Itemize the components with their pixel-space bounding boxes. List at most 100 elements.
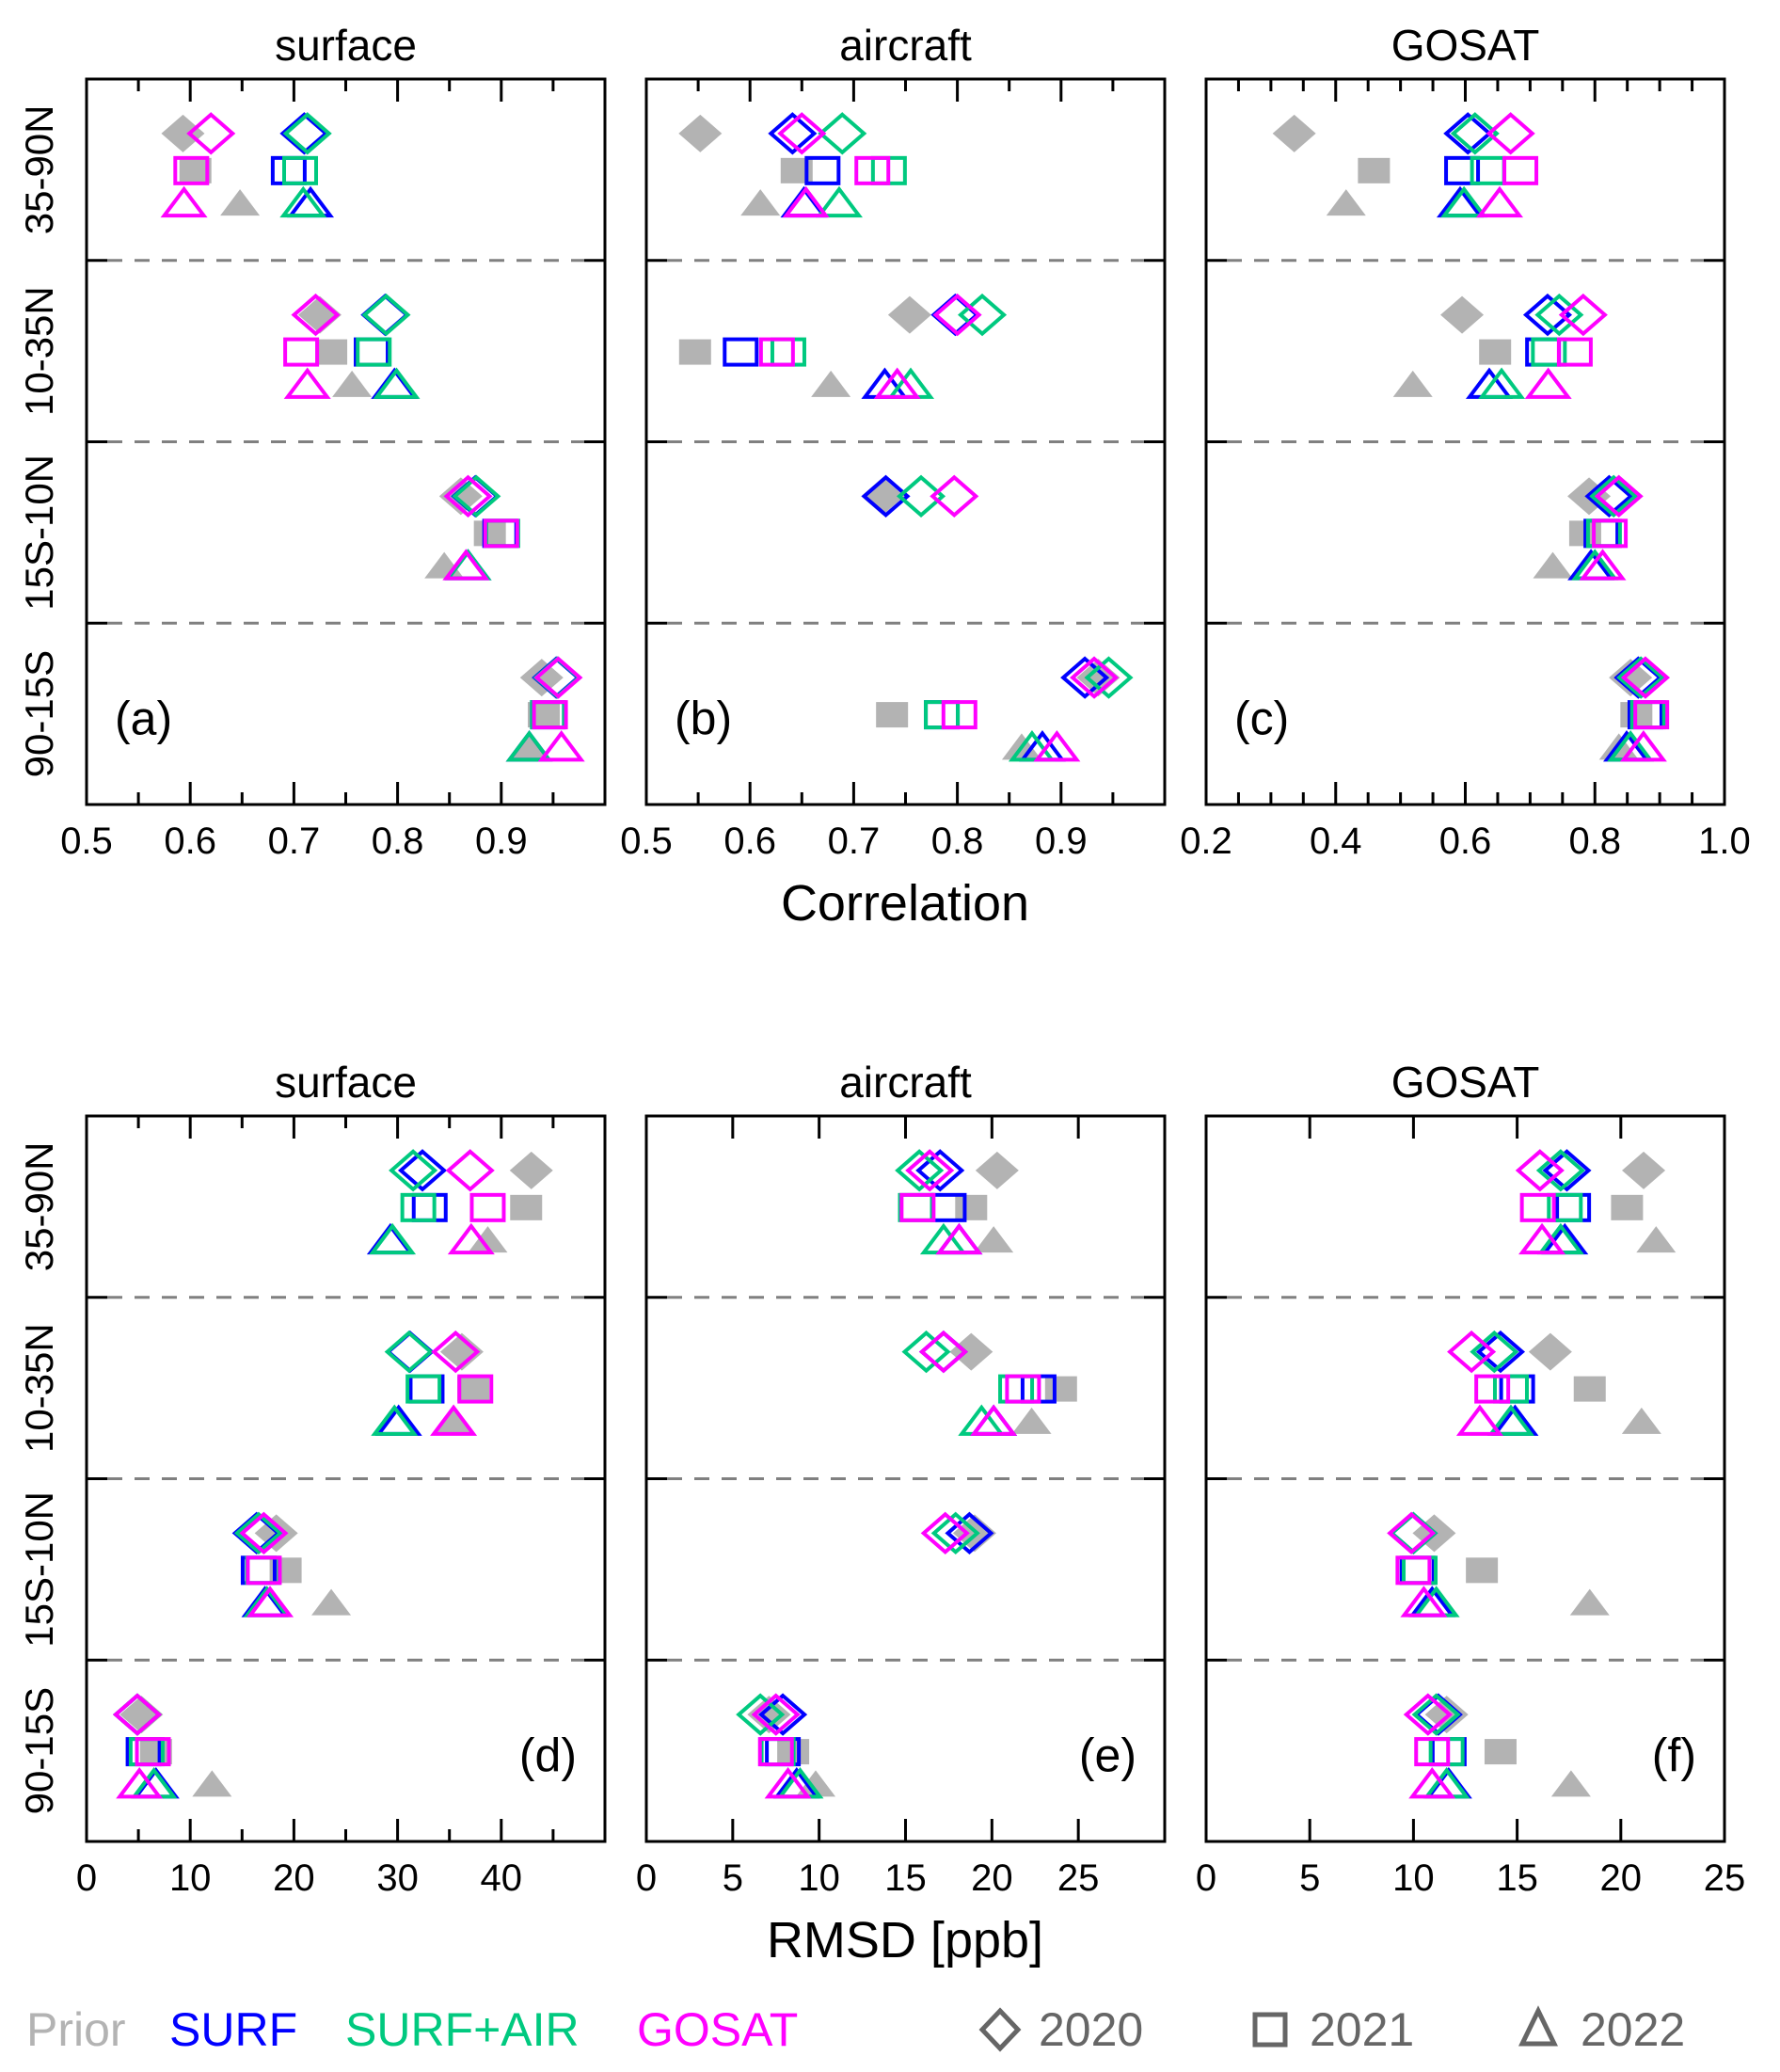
marker-prior-2022 bbox=[508, 733, 548, 760]
marker-surf-2020 bbox=[945, 1511, 994, 1554]
marker-prior-2021 bbox=[1044, 1376, 1077, 1402]
marker-surf-air-2020 bbox=[1470, 1330, 1519, 1374]
marker-gosat-2020 bbox=[1403, 1693, 1453, 1736]
marker-gosat-2021 bbox=[469, 1192, 506, 1222]
panel-title: GOSAT bbox=[1391, 1058, 1540, 1107]
marker-prior-2022 bbox=[434, 1407, 474, 1434]
marker-surf-air-2022 bbox=[815, 185, 863, 218]
panel-f: GOSAT 0 5 10 15 20 25 (f) bbox=[1196, 1058, 1745, 1899]
marker-gosat-2020 bbox=[533, 656, 583, 699]
marker-surf-air-2020 bbox=[384, 1330, 434, 1374]
panel-d: surface 0 10 20 30 40 35-90N 10-35N 15S-10N 90-15… bbox=[17, 1058, 607, 1899]
marker-surf-2020 bbox=[385, 1330, 435, 1374]
marker-surf-air-2022 bbox=[505, 729, 553, 762]
marker-prior-2021 bbox=[1479, 339, 1512, 365]
marker-surf-air-2021 bbox=[1531, 337, 1567, 367]
marker-surf-2021 bbox=[804, 155, 841, 185]
marker-surf-2020 bbox=[930, 293, 980, 337]
region-label: 15S-10N bbox=[17, 1491, 61, 1648]
marker-gosat-2022 bbox=[442, 549, 490, 581]
marker-prior-2020 bbox=[509, 1151, 553, 1189]
marker-gosat-2022 bbox=[160, 185, 208, 218]
panel-label: (e) bbox=[1079, 1729, 1136, 1781]
marker-prior-2022 bbox=[740, 189, 781, 216]
marker-gosat-2021 bbox=[758, 337, 795, 367]
x-tick-label: 0.4 bbox=[1310, 821, 1362, 862]
marker-gosat-2021 bbox=[483, 518, 519, 549]
x-tick-label: 0 bbox=[76, 1857, 97, 1899]
marker-surf-air-2020 bbox=[233, 1511, 283, 1554]
marker-prior-2021 bbox=[678, 339, 711, 365]
region-label: 10-35N bbox=[17, 286, 61, 416]
marker-gosat-2020 bbox=[930, 474, 979, 518]
region-label: 90-15S bbox=[17, 650, 61, 777]
marker-gosat-2021 bbox=[173, 155, 210, 185]
marker-surf-air-2021 bbox=[770, 337, 806, 367]
legend: Prior SURF SURF+AIR GOSAT 2020 2021 2022 bbox=[26, 2003, 1685, 2056]
marker-prior-2020 bbox=[119, 1696, 164, 1734]
marker-prior-2022 bbox=[220, 189, 261, 216]
marker-gosat-2021 bbox=[135, 1737, 171, 1767]
marker-gosat-2022 bbox=[1619, 729, 1667, 762]
x-tick-label: 10 bbox=[798, 1857, 840, 1899]
panel-title: aircraft bbox=[839, 21, 972, 70]
marker-gosat-2021 bbox=[854, 155, 891, 185]
marker-gosat-2020 bbox=[112, 1693, 163, 1736]
marker-gosat-2022 bbox=[873, 367, 921, 399]
marker-prior-2022 bbox=[1326, 189, 1366, 216]
marker-gosat-2022 bbox=[935, 1222, 983, 1255]
panel-e: aircraft 0 5 10 15 20 25 (e) bbox=[636, 1058, 1167, 1899]
x-tick-label: 15 bbox=[1496, 1857, 1538, 1899]
x-tick-label: 0.9 bbox=[475, 821, 528, 862]
panel-label: (b) bbox=[675, 692, 732, 744]
marker-gosat-2022 bbox=[1524, 367, 1572, 399]
marker-gosat-2022 bbox=[1476, 185, 1524, 218]
x-tick-label: 40 bbox=[481, 1857, 523, 1899]
marker-gosat-2022 bbox=[537, 729, 585, 762]
marker-prior-2022 bbox=[1569, 1588, 1610, 1616]
marker-gosat-2020 bbox=[186, 112, 236, 155]
x-tick-label: 0.6 bbox=[1439, 821, 1492, 862]
marker-gosat-2021 bbox=[1005, 1374, 1041, 1404]
marker-gosat-2020 bbox=[1594, 474, 1644, 518]
marker-prior-2021 bbox=[876, 702, 909, 728]
marker-gosat-2021 bbox=[283, 337, 320, 367]
marker-prior-2021 bbox=[1611, 1194, 1644, 1220]
marker-surf-air-2020 bbox=[389, 1149, 438, 1192]
marker-gosat-2022 bbox=[1400, 1586, 1448, 1618]
marker-gosat-2022 bbox=[116, 1766, 164, 1799]
region-label: 35-90N bbox=[17, 1141, 61, 1271]
marker-gosat-2021 bbox=[1592, 518, 1629, 549]
marker-prior-2020 bbox=[678, 114, 723, 152]
marker-surf-2021 bbox=[411, 1192, 448, 1222]
marker-gosat-2020 bbox=[920, 1511, 970, 1554]
marker-gosat-2021 bbox=[532, 700, 568, 730]
marker-gosat-2021 bbox=[757, 1737, 794, 1767]
x-tick-label: 0.6 bbox=[723, 821, 776, 862]
marker-surf-2020 bbox=[1584, 474, 1634, 518]
marker-surf-air-2020 bbox=[1535, 1149, 1585, 1192]
marker-gosat-2022 bbox=[764, 1766, 812, 1799]
marker-gosat-2020 bbox=[443, 474, 493, 518]
marker-surf-air-2020 bbox=[1616, 656, 1666, 699]
marker-gosat-2021 bbox=[1474, 1374, 1511, 1404]
region-label: 10-35N bbox=[17, 1323, 61, 1453]
marker-surf-2020 bbox=[768, 112, 818, 155]
marker-prior-2022 bbox=[1636, 1226, 1677, 1253]
x-tick-label: 0.5 bbox=[620, 821, 673, 862]
x-tick-label: 25 bbox=[1704, 1857, 1746, 1899]
marker-gosat-2020 bbox=[1620, 656, 1671, 699]
region-label: 35-90N bbox=[17, 104, 61, 234]
x-tick-label: 5 bbox=[1299, 1857, 1320, 1899]
legend-diamond-icon bbox=[978, 2007, 1022, 2052]
region-label: 90-15S bbox=[17, 1687, 61, 1814]
marker-gosat-2022 bbox=[1579, 549, 1627, 581]
marker-surf-air-2021 bbox=[898, 1192, 934, 1222]
marker-gosat-2022 bbox=[1408, 1766, 1456, 1799]
marker-gosat-2020 bbox=[431, 1330, 481, 1374]
marker-gosat-2020 bbox=[1558, 293, 1608, 337]
panel-title: surface bbox=[275, 21, 417, 70]
marker-gosat-2020 bbox=[445, 1149, 495, 1192]
marker-surf-2020 bbox=[1443, 112, 1493, 155]
